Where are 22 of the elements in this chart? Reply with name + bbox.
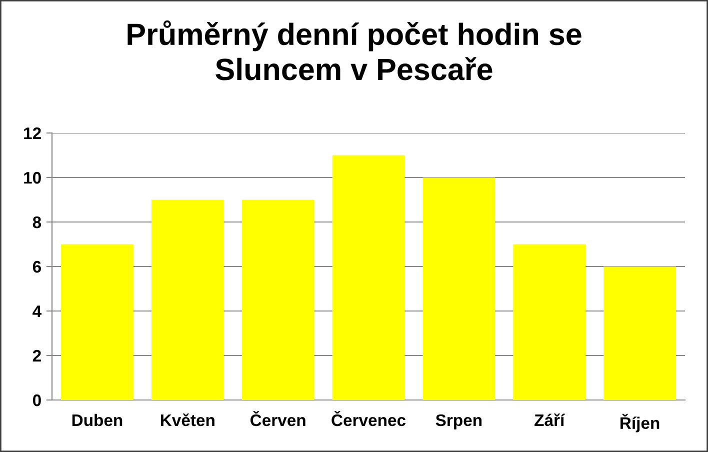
x-tick-label: Duben: [72, 414, 122, 426]
y-tick-label: 0: [32, 394, 41, 406]
x-tick-label: Říjen: [620, 414, 660, 432]
y-tick-label: 8: [32, 216, 42, 228]
x-tick-label: Červen: [250, 411, 306, 426]
chart-title: Průměrný denní počet hodin se Sluncem v Pescaře: [128, 20, 582, 80]
x-tick-label: Květen: [160, 414, 214, 426]
bar: [332, 155, 405, 400]
x-tick-label: Srpen: [436, 414, 482, 430]
bar: [422, 178, 496, 400]
bar: [604, 266, 676, 400]
bar: [513, 244, 586, 400]
y-tick-label: 4: [32, 306, 42, 318]
bar: [242, 200, 314, 400]
bar: [151, 200, 224, 400]
bar: [61, 244, 134, 400]
y-tick-label: 6: [32, 260, 41, 273]
y-tick-label: 12: [24, 127, 41, 140]
y-tick-label: 10: [24, 172, 41, 184]
x-tick-label: Září: [534, 414, 566, 426]
y-tick-label: 2: [32, 350, 41, 362]
x-tick-label: Červenec: [332, 411, 406, 426]
